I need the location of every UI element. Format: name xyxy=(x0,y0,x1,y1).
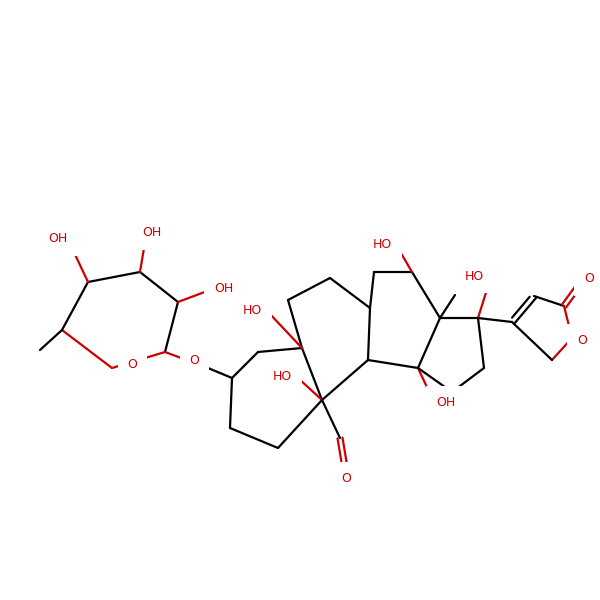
Text: O: O xyxy=(341,472,351,485)
Text: HO: HO xyxy=(464,269,484,283)
Text: HO: HO xyxy=(373,238,392,251)
Text: O: O xyxy=(128,358,137,370)
Text: O: O xyxy=(577,334,587,346)
Text: OH: OH xyxy=(214,281,233,295)
Text: O: O xyxy=(584,272,594,286)
Text: O: O xyxy=(190,355,199,367)
Text: HO: HO xyxy=(272,370,292,383)
Text: OH: OH xyxy=(49,232,68,245)
Text: OH: OH xyxy=(436,395,455,409)
Text: HO: HO xyxy=(242,304,262,317)
Text: OH: OH xyxy=(142,226,161,239)
